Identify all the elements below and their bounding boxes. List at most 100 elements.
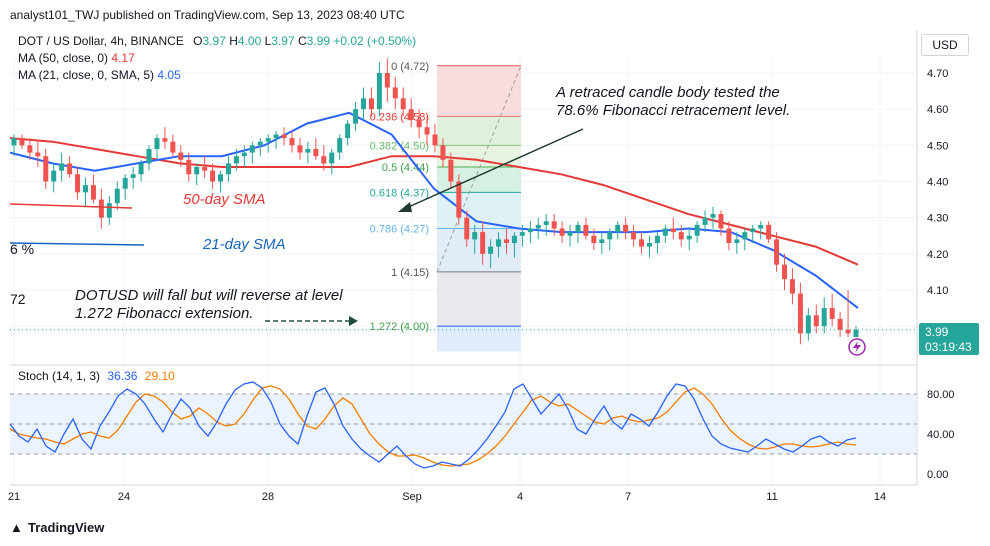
candle-body: [503, 239, 509, 243]
tv-logo-icon: ▲: [10, 520, 23, 535]
symbol-line: DOT / US Dollar, 4h, BINANCE: [18, 34, 184, 48]
candle-body: [718, 214, 724, 229]
ma50-label: MA (50, close, 0): [18, 51, 109, 65]
candle-body: [361, 98, 367, 110]
candle-body: [623, 224, 629, 233]
price-tick-label: 4.20: [927, 249, 948, 261]
candle-body: [114, 188, 120, 204]
candle-body: [519, 232, 525, 236]
ma50-value: 4.17: [111, 51, 135, 65]
sma21-annotation: 21-day SMA: [203, 236, 286, 253]
stoch-d-value: 29.10: [144, 369, 175, 383]
time-tick-label: 4: [517, 491, 523, 503]
candle-body: [281, 134, 287, 139]
sma50-pointer-line: [9, 203, 133, 209]
candle-body: [400, 98, 406, 110]
candle-body: [615, 224, 621, 233]
price-tick-label: 4.60: [927, 104, 948, 116]
price-tick-label: 4.10: [927, 285, 948, 297]
bar-countdown: 03:19:43: [925, 340, 972, 354]
price-tick-label: 4.30: [927, 213, 948, 225]
stoch-k-value: 36.36: [107, 369, 138, 383]
candle-body: [821, 308, 827, 327]
retracement-arrow-head: [398, 202, 412, 212]
close-value: 3.99: [306, 34, 331, 48]
candle-body: [766, 224, 772, 240]
candle-body: [321, 156, 327, 164]
candle-body: [178, 152, 184, 160]
sma50-annotation: 50-day SMA: [183, 191, 266, 208]
lightning-glyph: [853, 341, 861, 353]
left-percent-fragment: 6 %: [10, 241, 35, 257]
price-tick-label: 4.50: [927, 140, 948, 152]
candle-body: [829, 308, 835, 319]
stoch-tick-label: 0.00: [927, 469, 948, 481]
candle-body: [567, 232, 573, 236]
candle-body: [273, 134, 279, 139]
fib-zone: [437, 271, 521, 327]
candle-body: [337, 138, 343, 153]
low-label: L: [264, 34, 272, 48]
candle-body: [782, 264, 788, 280]
candle-body: [130, 174, 136, 178]
candle-body: [51, 170, 57, 182]
legend-ma50: MA (50, close, 0) 4.17: [18, 51, 135, 65]
candle-body: [194, 167, 200, 175]
candle-body: [82, 185, 88, 193]
candle-body: [750, 228, 756, 233]
time-tick-label: Sep: [402, 491, 422, 503]
currency-button[interactable]: USD: [921, 34, 969, 56]
candle-body: [734, 239, 740, 243]
ma21-label: MA (21, close, 0, SMA, 5): [18, 68, 155, 82]
retracement-line-1: A retraced candle body tested the: [556, 84, 780, 101]
candle-body: [98, 199, 104, 218]
price-tick-label: 4.70: [927, 68, 948, 80]
candle-body: [345, 123, 351, 139]
candle-body: [27, 145, 33, 153]
forecast-annotation: DOTUSD will fall but will reverse at lev…: [75, 287, 343, 323]
candle-body: [774, 239, 780, 265]
candle-body: [146, 148, 152, 164]
fib-label: 0.5 (4.44): [382, 162, 429, 174]
low-value: 3.97: [271, 34, 295, 48]
candle-body: [35, 152, 41, 157]
candle-body: [59, 163, 65, 171]
price-tick-label: 4.40: [927, 177, 948, 189]
candle-body: [384, 73, 390, 88]
candle-body: [75, 174, 81, 193]
candle-body: [480, 232, 486, 254]
candle-body: [551, 221, 557, 229]
tradingview-logo[interactable]: ▲ TradingView: [10, 520, 104, 535]
candle-body: [488, 246, 494, 254]
candle-body: [225, 163, 231, 175]
fib-zone: [437, 145, 521, 168]
time-tick-label: 21: [8, 491, 20, 503]
stoch-d-line: [9, 385, 857, 467]
candle-body: [646, 242, 652, 247]
candle-body: [138, 163, 144, 175]
high-value: 4.00: [237, 34, 262, 48]
candle-body: [694, 224, 700, 236]
candle-body: [432, 134, 438, 146]
time-tick-label: 14: [874, 491, 886, 503]
candle-body: [496, 239, 502, 247]
candle-body: [797, 293, 803, 334]
retracement-line-2: 78.6% Fibonacci retracement level.: [556, 102, 791, 119]
stoch-label: Stoch (14, 1, 3): [18, 369, 101, 383]
candle-body: [448, 159, 454, 182]
sma21-pointer-line: [9, 242, 145, 246]
candle-body: [289, 138, 295, 146]
candle-body: [535, 224, 541, 229]
candle-body: [392, 87, 398, 99]
last-price-label: 3.99 03:19:43: [919, 323, 979, 355]
candle-body: [472, 232, 478, 240]
fib-label: 0 (4.72): [391, 61, 429, 73]
time-tick-label: 7: [625, 491, 631, 503]
candle-body: [329, 152, 335, 164]
candle-body: [162, 138, 168, 142]
candle-body: [408, 109, 414, 121]
legend-symbol: DOT / US Dollar, 4h, BINANCE O3.97 H4.00…: [18, 34, 416, 48]
ma50-line: [9, 137, 859, 266]
